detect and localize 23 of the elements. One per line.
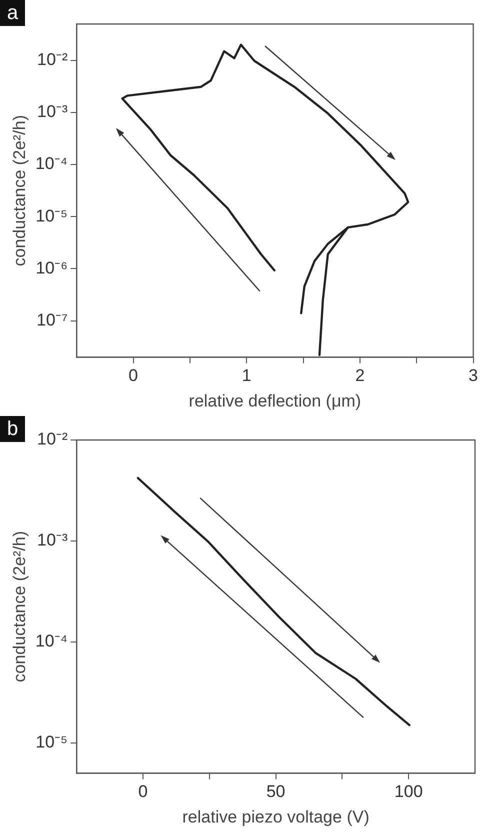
y-axis-title: conductance (2e²/h) [10,115,29,266]
x-tick-label: 0 [128,366,138,386]
y-tick-label: 10⁻⁴ [35,154,68,174]
chart-title: a [0,0,26,26]
x-axis-title: relative deflection (μm) [188,391,362,410]
y-tick-label: 10⁻³ [37,102,68,122]
y-tick-label: 10⁻⁷ [36,310,68,330]
x-axis-title: relative piezo voltage (V) [182,807,370,826]
y-tick-label: 10⁻⁵ [36,206,68,226]
x-tick-label: 100 [394,782,423,802]
chart-title: b [0,416,26,442]
y-tick-label: 10⁻² [37,430,68,449]
x-tick-label: 1 [242,366,252,386]
x-tick-label: 2 [355,366,365,386]
x-tick-label: 0 [138,782,148,802]
y-tick-label: 10⁻³ [37,530,68,550]
y-tick-label: 10⁻⁶ [36,258,68,278]
y-tick-label: 10⁻⁵ [36,732,68,752]
y-tick-label: 10⁻² [37,50,68,70]
x-tick-label: 50 [266,782,286,802]
x-tick-label: 3 [468,366,478,386]
y-tick-label: 10⁻⁴ [35,632,68,651]
y-axis-title: conductance (2e²/h) [10,531,29,682]
